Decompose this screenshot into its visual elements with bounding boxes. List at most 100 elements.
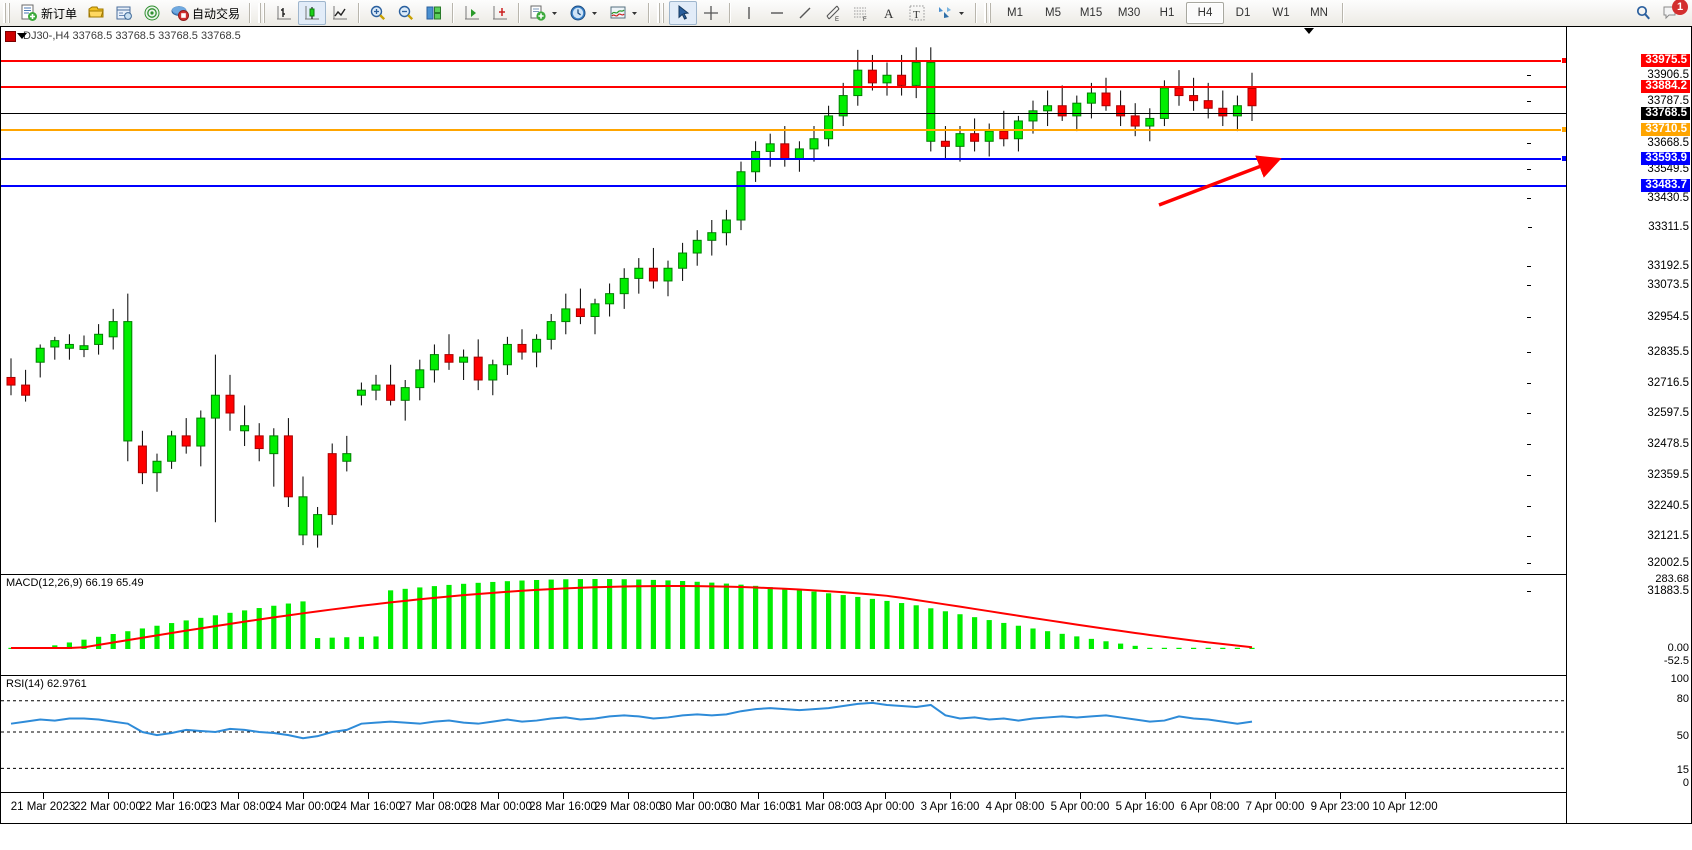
time-axis-label: 30 Mar 16:00 bbox=[724, 801, 792, 813]
time-axis-label: 3 Apr 00:00 bbox=[855, 801, 915, 813]
time-gridline bbox=[1340, 793, 1341, 799]
time-axis-label: 24 Mar 00:00 bbox=[269, 801, 337, 813]
text-button[interactable]: A bbox=[875, 1, 903, 25]
text-label-button[interactable]: T bbox=[903, 1, 931, 25]
time-axis-label: 3 Apr 16:00 bbox=[920, 801, 980, 813]
fibonacci-button[interactable]: F bbox=[847, 1, 875, 25]
timeframe-h1[interactable]: H1 bbox=[1159, 7, 1175, 19]
bullish-arrow[interactable] bbox=[1141, 147, 1301, 227]
rsi-pane[interactable]: RSI(14) 62.9761 bbox=[1, 675, 1567, 791]
new-order-button[interactable]: 新订单 bbox=[15, 1, 82, 25]
timeframe-h4[interactable]: H4 bbox=[1186, 2, 1225, 24]
chart-plot-area[interactable]: DJ30-,H4 33768.5 33768.5 33768.5 33768.5 bbox=[1, 27, 1567, 823]
price-line-order-level[interactable] bbox=[1, 126, 1567, 133]
chevron-down-icon[interactable] bbox=[550, 4, 559, 22]
time-gridline bbox=[1080, 793, 1081, 799]
toolbar-right-group: 1 bbox=[1634, 0, 1692, 22]
horizontal-line-button[interactable] bbox=[763, 1, 791, 25]
price-line-handle[interactable] bbox=[1561, 126, 1567, 133]
new-chart-button[interactable] bbox=[524, 1, 564, 25]
bar-chart-button[interactable] bbox=[270, 1, 298, 25]
shapes-icon bbox=[936, 4, 954, 22]
zoom-out-button[interactable] bbox=[392, 1, 420, 25]
search-icon[interactable] bbox=[1634, 4, 1652, 22]
timeframe-m30[interactable]: M30 bbox=[1117, 7, 1141, 19]
time-axis-label: 30 Mar 00:00 bbox=[659, 801, 727, 813]
time-gridline bbox=[303, 793, 304, 799]
line-chart-button[interactable] bbox=[326, 1, 354, 25]
tile-windows-button[interactable] bbox=[420, 1, 448, 25]
chevron-down-icon[interactable] bbox=[590, 4, 599, 22]
toolbar-grip-4[interactable] bbox=[984, 3, 994, 23]
vertical-line-button[interactable] bbox=[735, 1, 763, 25]
time-gridline bbox=[693, 793, 694, 799]
auto-trading-icon bbox=[171, 4, 190, 22]
timeframe-m5[interactable]: M5 bbox=[1045, 7, 1062, 19]
time-gridline bbox=[173, 793, 174, 799]
shapes-button[interactable] bbox=[931, 1, 971, 25]
price-line-handle[interactable] bbox=[1561, 57, 1567, 64]
new-order-label: 新订单 bbox=[41, 6, 78, 21]
price-line-support-upper[interactable] bbox=[1, 155, 1567, 162]
notification-icon[interactable]: 1 bbox=[1662, 0, 1688, 22]
time-axis-label: 23 Mar 08:00 bbox=[204, 801, 272, 813]
chevron-down-icon[interactable] bbox=[630, 4, 639, 22]
price-axis[interactable]: 33906.5 33787.5 33668.5 33549.5 33430.5 33311… bbox=[1527, 27, 1691, 823]
time-axis-label: 5 Apr 16:00 bbox=[1115, 801, 1175, 813]
price-tag-support-upper[interactable]: 33593.9 bbox=[1641, 152, 1690, 165]
toolbar-grip-2[interactable] bbox=[258, 3, 268, 23]
period-button[interactable] bbox=[564, 1, 604, 25]
time-axis-label: 9 Apr 23:00 bbox=[1310, 801, 1370, 813]
chart-window[interactable]: DJ30-,H4 33768.5 33768.5 33768.5 33768.5 bbox=[0, 26, 1692, 824]
channel-button[interactable]: E bbox=[819, 1, 847, 25]
auto-trading-button[interactable]: 自动交易 bbox=[166, 1, 245, 25]
crosshair-button[interactable] bbox=[697, 1, 725, 25]
rsi-label: RSI(14) 62.9761 bbox=[6, 678, 87, 690]
rsi-series bbox=[1, 700, 1567, 769]
arrow-cursor-icon bbox=[674, 4, 692, 22]
svg-text:A: A bbox=[884, 6, 894, 21]
chart-shift-button[interactable] bbox=[486, 1, 514, 25]
main-toolbar: 新订单 bbox=[0, 0, 1692, 27]
chevron-down-icon[interactable] bbox=[957, 4, 966, 22]
data-window-button[interactable] bbox=[110, 1, 138, 25]
expert-advisors-button[interactable] bbox=[82, 1, 110, 25]
toolbar-grip[interactable] bbox=[3, 3, 12, 23]
navigator-button[interactable] bbox=[138, 1, 166, 25]
cursor-button[interactable] bbox=[669, 1, 698, 25]
indicators-button[interactable] bbox=[604, 1, 644, 25]
time-gridline bbox=[238, 793, 239, 799]
price-tag-support-lower[interactable]: 33483.7 bbox=[1641, 179, 1690, 192]
timeframe-m15[interactable]: M15 bbox=[1079, 7, 1103, 19]
auto-scroll-button[interactable] bbox=[458, 1, 486, 25]
price-tick: 32835.5 bbox=[1527, 346, 1689, 358]
toolbar-grip-3[interactable] bbox=[657, 3, 667, 23]
time-axis-label: 27 Mar 08:00 bbox=[399, 801, 467, 813]
timeframe-w1[interactable]: W1 bbox=[1272, 7, 1290, 19]
timeframe-m1[interactable]: M1 bbox=[1007, 7, 1024, 19]
macd-pane[interactable]: MACD(12,26,9) 66.19 65.49 bbox=[1, 574, 1567, 674]
timeframe-mn[interactable]: MN bbox=[1310, 7, 1328, 19]
rsi-tick: 80 bbox=[1676, 693, 1689, 705]
time-axis[interactable]: 21 Mar 2023 22 Mar 00:00 22 Mar 16:00 23 Ma… bbox=[1, 792, 1567, 823]
price-line-support-lower[interactable] bbox=[1, 185, 1567, 187]
price-tag-current-price[interactable]: 33768.5 bbox=[1641, 107, 1690, 120]
time-axis-label: 6 Apr 08:00 bbox=[1180, 801, 1240, 813]
new-chart-icon bbox=[529, 4, 547, 22]
auto-trading-label: 自动交易 bbox=[192, 6, 241, 21]
price-line-resistance-upper[interactable] bbox=[1, 57, 1567, 64]
price-tag-resistance-lower[interactable]: 33884.2 bbox=[1641, 80, 1690, 93]
candlestick-chart-button[interactable] bbox=[298, 1, 327, 25]
zoom-in-button[interactable] bbox=[364, 1, 392, 25]
timeframe-d1[interactable]: D1 bbox=[1235, 7, 1251, 19]
price-pane[interactable]: DJ30-,H4 33768.5 33768.5 33768.5 33768.5 bbox=[1, 27, 1567, 573]
price-line-handle[interactable] bbox=[1561, 155, 1567, 162]
price-tag-resistance-upper[interactable]: 33975.5 bbox=[1641, 54, 1690, 67]
time-axis-label: 22 Mar 00:00 bbox=[74, 801, 142, 813]
toolbar-separator-3 bbox=[452, 3, 455, 23]
price-tag-order-level[interactable]: 33710.5 bbox=[1641, 123, 1690, 136]
trendline-button[interactable] bbox=[791, 1, 819, 25]
time-gridline bbox=[628, 793, 629, 799]
chart-collapse-icon[interactable] bbox=[17, 33, 27, 39]
price-line-resistance-lower[interactable] bbox=[1, 86, 1567, 88]
